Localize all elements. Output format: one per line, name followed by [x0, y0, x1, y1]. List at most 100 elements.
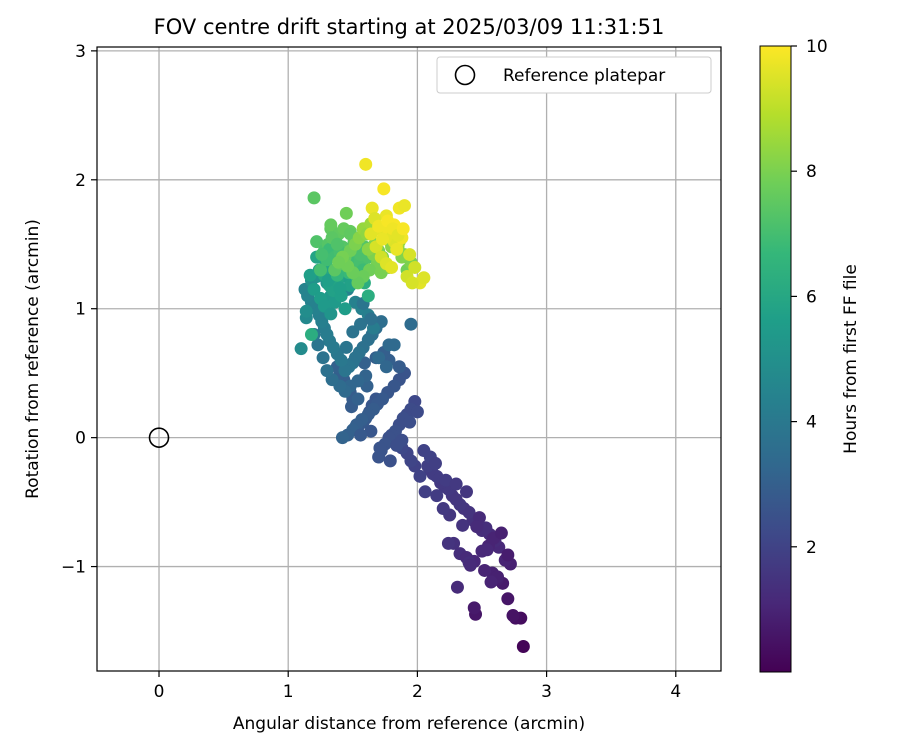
data-point [501, 592, 515, 606]
data-point [390, 438, 404, 452]
data-point [403, 415, 417, 429]
y-tick-label: −1 [61, 558, 86, 578]
x-axis-label: Angular distance from reference (arcmin) [233, 714, 585, 734]
colorbar-tick-label: 8 [806, 162, 817, 182]
data-point [338, 364, 352, 378]
data-point [364, 424, 378, 438]
data-point [320, 364, 334, 378]
data-point [339, 340, 353, 354]
legend-label: Reference platepar [503, 66, 665, 86]
data-point [383, 454, 397, 468]
data-point [506, 609, 520, 623]
data-point [351, 276, 365, 290]
data-point [354, 428, 368, 442]
data-point [478, 563, 492, 577]
data-point [439, 473, 453, 487]
data-point [324, 307, 338, 321]
data-point [333, 281, 347, 295]
data-point [450, 580, 464, 594]
data-point [396, 222, 410, 236]
x-tick-label: 0 [154, 682, 165, 702]
data-point [408, 260, 422, 274]
colorbar-tick-label: 10 [806, 37, 828, 57]
data-point [351, 392, 365, 406]
data-point [418, 485, 432, 499]
colorbar-tick-label: 4 [806, 413, 817, 433]
y-tick-label: 0 [75, 429, 86, 449]
data-point [338, 302, 352, 316]
data-point [405, 276, 419, 290]
y-axis-ticks: −1 0 1 2 3 [61, 42, 97, 578]
data-point [373, 441, 387, 455]
data-point [441, 536, 455, 550]
data-point [372, 351, 386, 365]
y-tick-label: 1 [75, 300, 86, 320]
x-axis-ticks: 0 1 2 3 4 [154, 671, 681, 702]
data-point [470, 520, 484, 534]
x-tick-label: 4 [670, 682, 681, 702]
grid [97, 47, 721, 671]
legend-box [436, 56, 712, 94]
data-point [484, 575, 498, 589]
data-point [361, 289, 375, 303]
data-point [456, 518, 470, 532]
colorbar-ticks: 2 4 6 8 10 [791, 37, 828, 558]
x-tick-label: 3 [541, 682, 552, 702]
x-tick-label: 1 [283, 682, 294, 702]
data-point [359, 157, 373, 171]
data-point [397, 199, 411, 213]
x-tick-label: 2 [412, 682, 423, 702]
data-point [382, 338, 396, 352]
data-point [480, 543, 494, 557]
data-point [385, 260, 399, 274]
data-point [330, 237, 344, 251]
data-point [307, 191, 321, 205]
data-point [494, 526, 508, 540]
data-point [413, 469, 427, 483]
data-point [364, 312, 378, 326]
colorbar-label: Hours from first FF file [841, 264, 861, 454]
plot-frame [96, 46, 722, 672]
chart-title: FOV centre drift starting at 2025/03/09 … [154, 15, 665, 39]
data-point [339, 206, 353, 220]
y-tick-label: 3 [75, 42, 86, 62]
data-point [299, 304, 313, 318]
data-point [410, 405, 424, 419]
data-point [459, 485, 473, 499]
data-point [304, 328, 318, 342]
scatter-points [294, 157, 530, 654]
colorbar-tick-label: 2 [806, 538, 817, 558]
data-point [332, 255, 346, 269]
data-point [436, 502, 450, 516]
data-point [324, 218, 338, 232]
colorbar: 2 4 6 8 10 Hours from first FF file [759, 37, 861, 673]
data-point [467, 601, 481, 615]
data-point [516, 640, 530, 654]
data-point [314, 263, 328, 277]
data-point [392, 360, 406, 374]
colorbar-gradient [759, 45, 792, 673]
data-point [449, 477, 463, 491]
data-point [335, 431, 349, 445]
data-point [390, 242, 404, 256]
data-point [294, 342, 308, 356]
data-point [307, 282, 321, 296]
legend-marker [454, 64, 476, 86]
data-point [501, 548, 515, 562]
data-point [298, 282, 312, 296]
data-point [316, 351, 330, 365]
y-axis-label: Rotation from reference (arcmin) [23, 219, 43, 499]
data-point [430, 489, 444, 503]
y-tick-label: 2 [75, 171, 86, 191]
data-point [354, 317, 368, 331]
reference-platepar-marker [148, 427, 170, 448]
data-point [365, 201, 379, 215]
data-point [379, 360, 393, 374]
colorbar-tick-label: 6 [806, 287, 817, 307]
data-point [463, 558, 477, 572]
data-point [428, 456, 442, 470]
data-point [403, 248, 417, 262]
data-point [315, 248, 329, 262]
data-point [404, 317, 418, 331]
